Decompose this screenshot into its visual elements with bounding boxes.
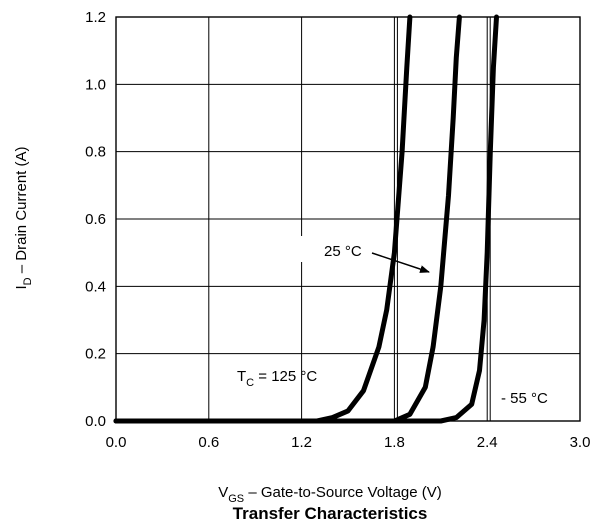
annotation-tc-125: TC = 125 °C: [237, 368, 317, 389]
y-tick-label: 0.2: [85, 346, 106, 363]
series-line-1: [113, 14, 462, 424]
x-tick-label: 1.8: [384, 434, 405, 451]
y-axis-title: ID – Drain Current (A): [13, 147, 34, 290]
chart-title: Transfer Characteristics: [233, 504, 428, 523]
y-tick-label: 1.0: [85, 76, 106, 93]
x-tick-label: 0.0: [106, 434, 127, 451]
x-tick-labels: 0.0 0.6 1.2 1.8 2.4 3.0: [106, 434, 591, 451]
y-tick-label: 0.6: [85, 211, 106, 228]
x-tick-label: 0.6: [198, 434, 219, 451]
y-tick-label: 0.4: [85, 278, 106, 295]
y-tick-label: 0.0: [85, 413, 106, 430]
curves: [113, 14, 499, 424]
y-tick-label: 1.2: [85, 9, 106, 26]
y-tick-label: 0.8: [85, 144, 106, 161]
annotation-25c-label: 25 °C: [324, 243, 362, 260]
grid: [115, 16, 581, 422]
x-tick-label: 3.0: [570, 434, 591, 451]
y-tick-labels: 0.0 0.2 0.4 0.6 0.8 1.0 1.2: [85, 9, 106, 430]
x-tick-label: 2.4: [477, 434, 498, 451]
x-axis-title: VGS – Gate-to-Source Voltage (V): [218, 484, 442, 505]
annotation-25c-arrow: [371, 252, 430, 273]
x-tick-label: 1.2: [291, 434, 312, 451]
series-line-2: [113, 14, 499, 424]
annotation-minus55c-label: - 55 °C: [501, 390, 548, 407]
annotation-25c-backdrop: [298, 236, 378, 262]
